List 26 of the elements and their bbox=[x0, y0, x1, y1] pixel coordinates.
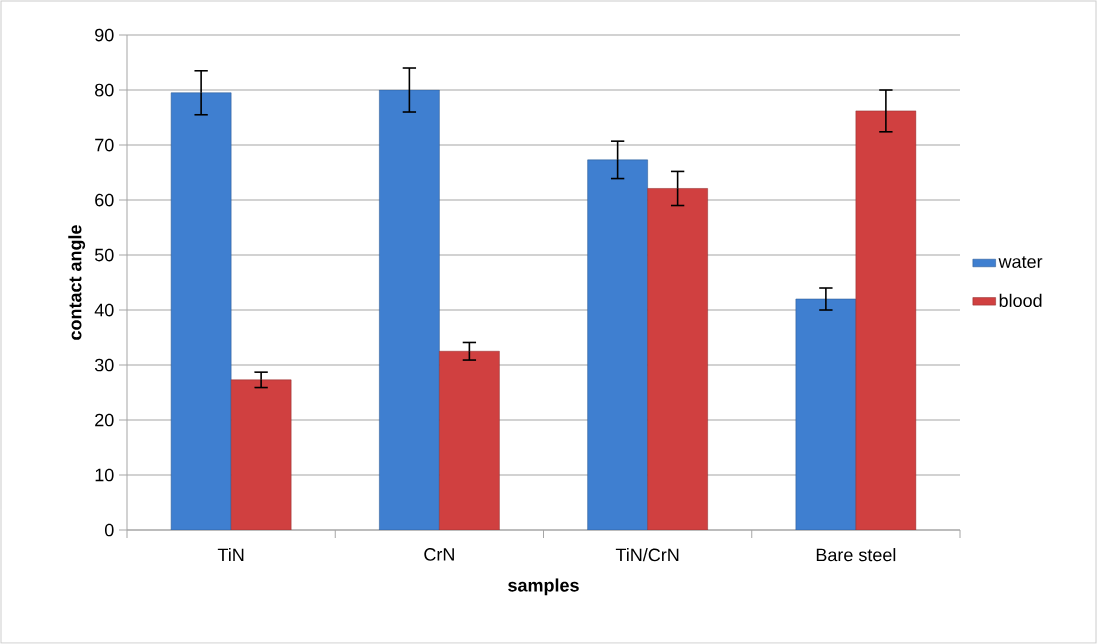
x-tick-label: TiN bbox=[217, 548, 244, 562]
bar bbox=[439, 350, 500, 531]
y-tick-label: 20 bbox=[95, 413, 114, 427]
legend-label: water bbox=[998, 256, 1043, 268]
y-tick-label: 10 bbox=[95, 468, 114, 482]
y-tick-label: 80 bbox=[95, 83, 114, 97]
y-axis-title: contact angle bbox=[68, 225, 86, 340]
y-tick-label: 0 bbox=[104, 523, 114, 537]
bar bbox=[587, 159, 648, 531]
x-tick-label: CrN bbox=[424, 548, 454, 561]
y-tick-label: 30 bbox=[94, 358, 114, 372]
bar bbox=[379, 89, 440, 531]
y-tick-label: 70 bbox=[95, 138, 114, 152]
y-tick-label: 40 bbox=[94, 303, 114, 317]
bar bbox=[170, 92, 232, 531]
bar bbox=[230, 379, 292, 531]
y-tick-label: 90 bbox=[95, 28, 114, 42]
y-tick-label: 50 bbox=[94, 248, 114, 262]
bar bbox=[647, 188, 708, 531]
x-tick-label: TiN/CrN bbox=[615, 548, 679, 562]
x-tick-label: Bare steel bbox=[816, 548, 896, 562]
x-axis-title: samples bbox=[508, 578, 579, 596]
legend-label: blood bbox=[999, 293, 1042, 308]
bar bbox=[795, 298, 857, 531]
bar bbox=[855, 110, 917, 531]
y-tick-label: 60 bbox=[95, 193, 114, 207]
